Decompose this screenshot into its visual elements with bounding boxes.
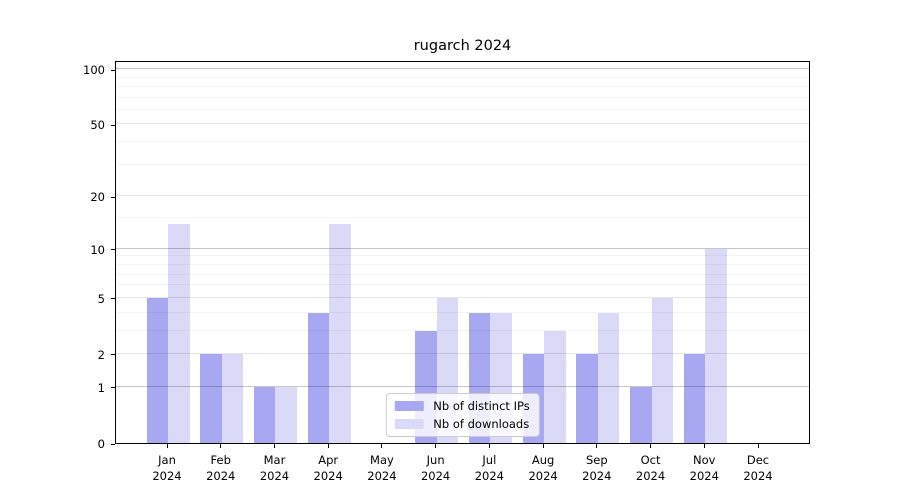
y-tick-20 [111,196,115,198]
gridline-minor-4 [116,311,809,313]
gridline-minor-8 [116,264,809,265]
gridline-minor-60 [116,108,809,110]
y-tick-50 [111,124,115,126]
gridline-20 [116,195,809,197]
legend-swatch-distinct-ips [394,401,424,411]
bar-downloads-nov [705,248,727,443]
bar-downloads-apr [329,223,351,443]
x-tick-aug [542,444,544,448]
bar-downloads-jan [168,223,190,443]
x-tick-label-jan: Jan 2024 [152,453,182,483]
y-tick-2 [111,354,115,356]
x-tick-label-jun: Jun 2024 [420,453,451,483]
y-tick-1 [111,387,115,389]
bar-distinct-ips-apr [307,312,330,443]
y-tick-label-100: 100 [83,63,105,78]
y-tick-5 [111,298,115,300]
gridline-minor-70 [116,96,809,98]
x-tick-sep [596,444,598,448]
x-tick-apr [327,444,329,448]
x-tick-jan [166,444,168,448]
legend-item-distinct-ips: Nb of distinct IPs [394,399,530,413]
gridline-minor-15 [116,217,809,219]
bar-downloads-aug [544,330,566,443]
y-tick-10 [111,249,115,251]
x-tick-label-aug: Aug 2024 [528,453,558,483]
x-tick-nov [703,444,705,448]
legend-label-downloads: Nb of downloads [433,417,530,431]
legend: Nb of distinct IPs Nb of downloads [385,393,540,437]
bar-distinct-ips-sep [576,354,598,443]
x-tick-dec [757,444,759,448]
bar-downloads-oct [651,297,674,443]
x-tick-jul [488,444,490,448]
x-tick-oct [650,444,652,448]
legend-label-distinct-ips: Nb of distinct IPs [433,399,530,413]
bar-distinct-ips-feb [200,354,222,443]
gridline-5 [116,296,809,298]
gridline-1 [116,385,809,387]
gridline-minor-40 [116,141,809,143]
x-tick-label-jul: Jul 2024 [474,453,504,483]
y-tick-label-2: 2 [97,347,105,362]
x-tick-label-apr: Apr 2024 [313,453,343,483]
x-tick-label-oct: Oct 2024 [635,453,666,483]
bar-distinct-ips-nov [683,354,706,443]
x-tick-jun [435,444,437,448]
y-tick-100 [111,69,115,71]
x-tick-label-nov: Nov 2024 [689,453,719,483]
x-tick-may [381,444,383,448]
y-tick-label-0: 0 [97,437,105,451]
y-tick-label-1: 1 [97,380,105,395]
gridline-minor-90 [116,76,809,78]
legend-swatch-downloads [394,419,424,429]
y-tick-label-20: 20 [90,190,105,205]
gridline-minor-30 [116,163,809,165]
x-tick-label-feb: Feb 2024 [206,453,236,483]
bar-downloads-feb [221,354,244,443]
x-tick-label-dec: Dec 2024 [743,453,773,483]
x-tick-label-mar: Mar 2024 [259,453,290,483]
y-tick-label-10: 10 [90,242,105,257]
gridline-2 [116,353,809,354]
plot-area: Nb of distinct IPs Nb of downloads [115,61,810,444]
gridline-minor-7 [116,273,809,275]
gridline-minor-9 [116,255,809,257]
legend-item-downloads: Nb of downloads [394,417,529,431]
y-tick-label-50: 50 [90,118,105,133]
gridline-minor-3 [116,329,809,331]
gridline-100 [116,68,809,70]
gridline-minor-80 [116,85,809,87]
x-tick-label-may: May 2024 [367,453,397,483]
gridline-minor-6 [116,284,809,286]
bar-downloads-sep [597,312,620,443]
x-tick-mar [273,444,275,448]
x-tick-feb [220,444,222,448]
gridline-10 [116,247,809,249]
bar-distinct-ips-jan [146,297,168,443]
gridline-50 [116,123,809,125]
bar-distinct-ips-oct [630,386,652,443]
bar-distinct-ips-mar [253,386,276,443]
chart-title: rugarch 2024 [413,38,512,54]
y-tick-label-5: 5 [97,291,105,306]
bar-downloads-mar [275,386,297,443]
y-tick-0 [111,443,115,445]
x-tick-label-sep: Sep 2024 [582,453,612,483]
